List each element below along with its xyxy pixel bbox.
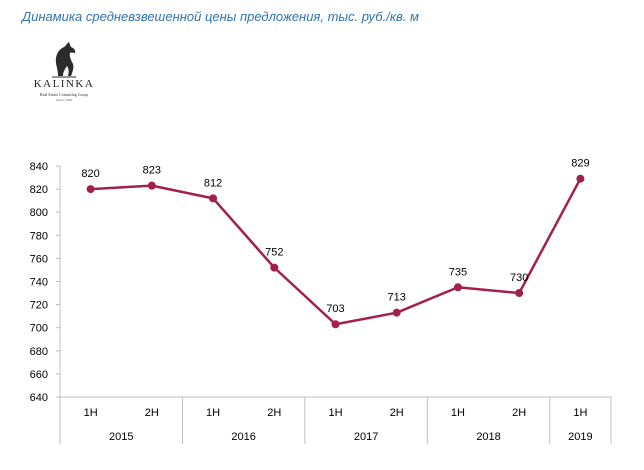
data-point (576, 174, 585, 183)
data-point (147, 181, 156, 190)
data-label: 812 (204, 177, 222, 189)
y-axis-labels: 640 660 680 700 720 740 760 780 800 820 840 (30, 161, 48, 404)
category-label: 2H (145, 407, 159, 419)
y-tick-label: 660 (30, 369, 48, 381)
group-label: 2016 (231, 431, 255, 443)
chart-axes (56, 165, 612, 444)
data-point (209, 194, 218, 203)
data-label: 823 (143, 165, 161, 177)
data-labels: 820 823 812 752 703 713 735 730 829 (81, 158, 589, 316)
category-label: 2H (390, 407, 404, 419)
group-label: 2018 (476, 431, 500, 443)
category-label: 1H (206, 407, 220, 419)
y-tick-label: 760 (30, 253, 48, 265)
kalinka-logo: KALINKA Real Estate Consulting Group Sin… (28, 40, 100, 108)
category-label: 1H (451, 407, 465, 419)
y-tick-label: 640 (30, 392, 48, 404)
x-axis-labels: 2015 2016 2017 2018 2019 1H 2H 1H 2H 1H 2H 1H 2H 1H (84, 407, 593, 443)
y-tick-label: 800 (30, 207, 48, 219)
data-label: 829 (571, 158, 589, 170)
group-label: 2019 (568, 431, 592, 443)
y-tick-label: 680 (30, 346, 48, 358)
data-label: 730 (510, 272, 528, 284)
category-label: 2H (512, 407, 526, 419)
category-label: 2H (267, 407, 281, 419)
data-point (453, 283, 462, 292)
category-label: 1H (328, 407, 342, 419)
horse-icon (52, 42, 76, 78)
logo-wordmark: KALINKA (33, 78, 95, 90)
data-point (331, 320, 340, 329)
y-tick-label: 820 (30, 184, 48, 196)
data-points (86, 174, 585, 329)
y-tick-label: 840 (30, 161, 48, 173)
chart-title: Динамика средневзвешенной цены предложен… (22, 9, 419, 24)
logo-subtitle: Real Estate Consulting Group (40, 92, 88, 97)
data-point (86, 185, 95, 194)
data-point (392, 308, 401, 317)
data-label: 820 (81, 168, 99, 180)
data-point (515, 289, 524, 298)
group-label: 2017 (354, 431, 378, 443)
data-label: 752 (265, 247, 283, 259)
data-label: 703 (326, 303, 344, 315)
category-label: 1H (84, 407, 98, 419)
y-tick-label: 720 (30, 300, 48, 312)
data-point (270, 263, 279, 272)
data-label: 713 (388, 292, 406, 304)
y-tick-label: 700 (30, 323, 48, 335)
y-tick-label: 740 (30, 277, 48, 289)
group-label: 2015 (109, 431, 133, 443)
data-label: 735 (449, 266, 467, 278)
y-tick-label: 780 (30, 230, 48, 242)
category-label: 1H (573, 407, 587, 419)
logo-since: Since 1999 (56, 98, 72, 102)
